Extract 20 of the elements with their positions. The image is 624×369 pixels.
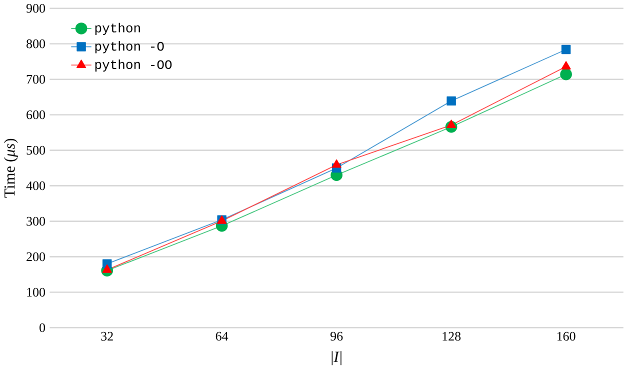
y-tick-label: 900: [26, 4, 46, 13]
y-axis-title: Time (μs): [4, 138, 18, 198]
x-tick-label: 32: [101, 332, 113, 341]
y-tick-label: 500: [26, 146, 46, 155]
x-tick-label: 128: [442, 332, 461, 341]
y-tick-label: 700: [26, 74, 46, 84]
legend-label: python -OO: [95, 59, 172, 72]
legend-label: python -O: [95, 41, 164, 54]
x-tick-label: 96: [330, 332, 343, 341]
y-tick-label: 0: [40, 323, 46, 332]
legend-label: python: [95, 22, 140, 35]
y-tick-label: 600: [26, 110, 46, 120]
y-tick-label: 400: [26, 181, 46, 190]
y-tick-label: 200: [26, 252, 46, 262]
x-axis-title: |I|: [332, 351, 342, 366]
x-tick-label: 160: [557, 332, 576, 341]
y-tick-label: 800: [26, 39, 46, 48]
x-tick-label: 64: [216, 332, 228, 341]
y-tick-label: 100: [27, 288, 46, 297]
y-tick-label: 300: [26, 216, 46, 226]
